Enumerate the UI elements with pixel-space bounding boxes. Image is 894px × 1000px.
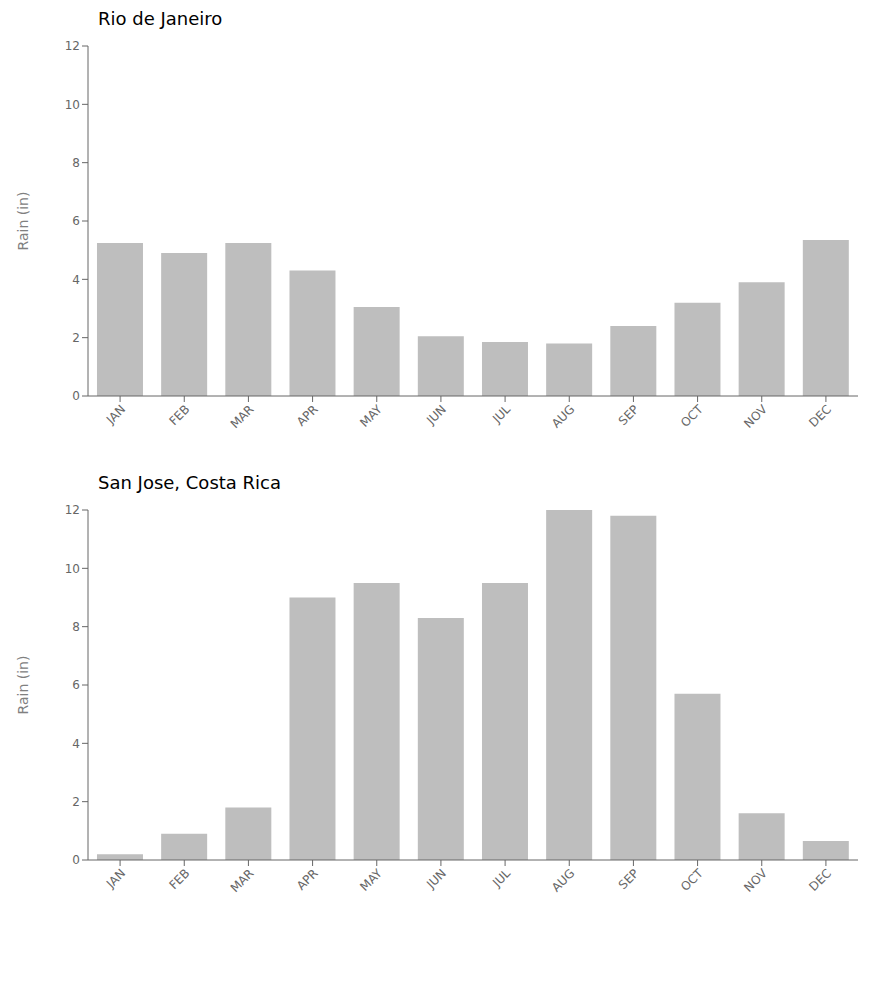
svg-text:Rain (in): Rain (in) [15, 192, 31, 251]
svg-text:JAN: JAN [103, 402, 128, 427]
html-text:Rio de Janeiro: Rio de Janeiro [98, 8, 223, 29]
svg-text:8: 8 [72, 156, 80, 170]
svg-text:MAY: MAY [357, 402, 385, 430]
svg-text:JUN: JUN [423, 866, 449, 892]
svg-text:4: 4 [72, 737, 80, 751]
svg-text:DEC: DEC [806, 866, 834, 894]
svg-text:JUL: JUL [489, 402, 513, 426]
svg-text:DEC: DEC [806, 402, 834, 430]
svg-text:10: 10 [65, 98, 80, 112]
svg-text:6: 6 [72, 214, 80, 228]
svg-text:2: 2 [72, 795, 80, 809]
svg-text:MAR: MAR [228, 402, 257, 431]
svg-text:AUG: AUG [549, 866, 577, 894]
svg-text:12: 12 [65, 503, 80, 517]
svg-text:8: 8 [72, 620, 80, 634]
svg-text:4: 4 [72, 273, 80, 287]
html-text:San Jose, Costa Rica: San Jose, Costa Rica [98, 472, 281, 493]
svg-text:OCT: OCT [678, 866, 706, 894]
svg-text:0: 0 [72, 389, 80, 403]
svg-text:AUG: AUG [549, 402, 577, 430]
svg-text:SEP: SEP [616, 866, 642, 892]
svg-text:OCT: OCT [678, 402, 706, 430]
svg-text:JAN: JAN [103, 866, 128, 891]
svg-text:FEB: FEB [166, 866, 192, 892]
svg-text:0: 0 [72, 853, 80, 867]
svg-text:APR: APR [294, 866, 321, 893]
svg-text:FEB: FEB [166, 402, 192, 428]
svg-text:MAY: MAY [357, 866, 385, 894]
svg-text:MAR: MAR [228, 866, 257, 895]
svg-text:12: 12 [65, 39, 80, 53]
svg-text:SEP: SEP [616, 402, 642, 428]
svg-text:6: 6 [72, 678, 80, 692]
svg-text:2: 2 [72, 331, 80, 345]
svg-text:JUN: JUN [423, 402, 449, 428]
svg-text:NOV: NOV [741, 402, 770, 431]
svg-text:10: 10 [65, 562, 80, 576]
svg-text:JUL: JUL [489, 866, 513, 890]
svg-text:NOV: NOV [741, 866, 770, 895]
svg-text:Rain (in): Rain (in) [15, 656, 31, 715]
svg-text:APR: APR [294, 402, 321, 429]
